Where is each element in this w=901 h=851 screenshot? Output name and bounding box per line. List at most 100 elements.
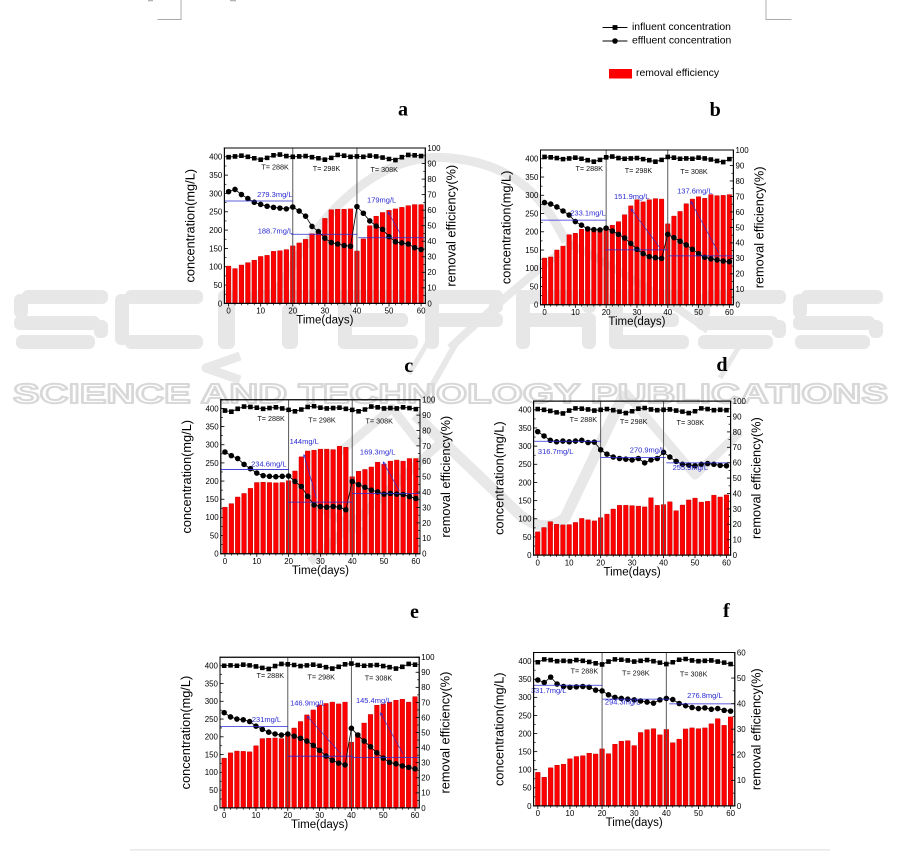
svg-text:144mg/L: 144mg/L xyxy=(290,437,319,446)
svg-text:Time(days): Time(days) xyxy=(608,316,665,328)
svg-text:70: 70 xyxy=(735,192,744,201)
svg-text:50: 50 xyxy=(210,531,219,540)
svg-text:279.3mg/L: 279.3mg/L xyxy=(257,190,292,199)
svg-text:50: 50 xyxy=(694,308,703,317)
svg-text:30: 30 xyxy=(316,557,325,566)
svg-text:10: 10 xyxy=(737,776,746,785)
svg-text:331.7mg/L: 331.7mg/L xyxy=(531,686,566,695)
svg-text:100: 100 xyxy=(422,396,436,405)
svg-text:effluent concentration: effluent concentration xyxy=(632,36,732,47)
svg-text:40: 40 xyxy=(348,557,357,566)
svg-text:250: 250 xyxy=(518,460,532,469)
svg-text:30: 30 xyxy=(733,505,742,514)
svg-text:80: 80 xyxy=(735,177,744,186)
svg-text:40: 40 xyxy=(737,700,746,709)
svg-text:concentration(mg/L): concentration(mg/L) xyxy=(178,676,193,790)
svg-text:concentration(mg/L): concentration(mg/L) xyxy=(499,171,514,285)
svg-text:250: 250 xyxy=(525,209,539,218)
svg-text:30: 30 xyxy=(630,809,639,818)
svg-text:0: 0 xyxy=(527,551,532,560)
svg-text:0: 0 xyxy=(427,299,432,308)
svg-text:30: 30 xyxy=(427,253,436,262)
svg-text:Time(days): Time(days) xyxy=(296,315,353,327)
svg-text:0: 0 xyxy=(733,551,738,560)
svg-text:300: 300 xyxy=(209,189,223,198)
svg-text:T= 298K: T= 298K xyxy=(308,416,336,425)
svg-text:60: 60 xyxy=(421,713,430,722)
svg-text:10: 10 xyxy=(735,285,744,294)
svg-text:137.6mg/L: 137.6mg/L xyxy=(677,187,712,196)
svg-text:100: 100 xyxy=(733,397,747,406)
svg-text:50: 50 xyxy=(733,474,742,483)
svg-text:70: 70 xyxy=(427,190,436,199)
svg-text:200: 200 xyxy=(205,733,219,742)
svg-text:20: 20 xyxy=(596,558,605,567)
svg-text:100: 100 xyxy=(209,263,223,272)
svg-text:removal efficiency(%): removal efficiency(%) xyxy=(752,167,767,289)
svg-text:50: 50 xyxy=(427,222,436,231)
svg-text:179mg/L: 179mg/L xyxy=(367,195,396,204)
svg-text:250: 250 xyxy=(206,459,220,468)
svg-text:f: f xyxy=(723,600,730,622)
svg-text:316.7mg/L: 316.7mg/L xyxy=(538,447,573,456)
svg-text:300: 300 xyxy=(518,442,532,451)
svg-text:400: 400 xyxy=(209,153,223,162)
svg-text:0: 0 xyxy=(214,804,219,813)
svg-text:T= 308K: T= 308K xyxy=(366,417,394,426)
svg-text:70: 70 xyxy=(733,443,742,452)
svg-text:400: 400 xyxy=(518,657,532,666)
svg-text:294.3mg/L: 294.3mg/L xyxy=(605,698,640,707)
svg-text:60: 60 xyxy=(726,809,735,818)
svg-text:70: 70 xyxy=(421,698,430,707)
svg-text:0: 0 xyxy=(214,550,219,559)
svg-text:T= 288K: T= 288K xyxy=(261,162,289,171)
svg-text:30: 30 xyxy=(315,811,324,820)
svg-text:T= 308K: T= 308K xyxy=(680,167,708,176)
svg-text:0: 0 xyxy=(422,550,427,559)
svg-text:250: 250 xyxy=(518,711,532,720)
svg-text:20: 20 xyxy=(427,268,436,277)
svg-text:T= 308K: T= 308K xyxy=(370,165,398,174)
svg-text:100: 100 xyxy=(205,768,219,777)
svg-text:20: 20 xyxy=(284,557,293,566)
svg-text:200: 200 xyxy=(518,478,532,487)
svg-text:0: 0 xyxy=(218,299,223,308)
svg-text:233.1mg/L: 233.1mg/L xyxy=(570,208,605,217)
svg-text:c: c xyxy=(404,355,413,377)
svg-text:270.9mg/L: 270.9mg/L xyxy=(630,445,665,454)
svg-text:0: 0 xyxy=(735,301,740,310)
svg-text:20: 20 xyxy=(598,809,607,818)
svg-text:100: 100 xyxy=(735,146,749,155)
svg-text:20: 20 xyxy=(421,774,430,783)
svg-text:80: 80 xyxy=(421,683,430,692)
svg-text:60: 60 xyxy=(733,459,742,468)
svg-text:40: 40 xyxy=(353,307,362,316)
svg-text:T= 298K: T= 298K xyxy=(307,673,335,682)
svg-text:T= 288K: T= 288K xyxy=(575,164,603,173)
svg-text:400: 400 xyxy=(525,155,539,164)
svg-text:60: 60 xyxy=(722,558,731,567)
svg-text:90: 90 xyxy=(421,668,430,677)
svg-text:0: 0 xyxy=(223,557,228,566)
svg-text:50: 50 xyxy=(421,728,430,737)
svg-text:234.6mg/L: 234.6mg/L xyxy=(251,459,286,468)
svg-text:0: 0 xyxy=(737,802,742,811)
svg-text:60: 60 xyxy=(725,308,734,317)
svg-text:40: 40 xyxy=(347,811,356,820)
svg-text:T= 288K: T= 288K xyxy=(257,414,285,423)
svg-text:50: 50 xyxy=(735,223,744,232)
svg-text:40: 40 xyxy=(735,239,744,248)
svg-text:80: 80 xyxy=(422,426,431,435)
svg-text:90: 90 xyxy=(427,159,436,168)
svg-text:350: 350 xyxy=(518,424,532,433)
svg-text:0: 0 xyxy=(536,558,541,567)
svg-text:90: 90 xyxy=(422,411,431,420)
svg-text:e: e xyxy=(410,601,419,623)
svg-text:Time(days): Time(days) xyxy=(291,819,348,831)
svg-text:removal efficiency: removal efficiency xyxy=(636,68,720,79)
svg-text:a: a xyxy=(398,98,408,120)
svg-text:350: 350 xyxy=(518,675,532,684)
svg-text:10: 10 xyxy=(733,536,742,545)
svg-text:0: 0 xyxy=(536,809,541,818)
svg-text:300: 300 xyxy=(525,191,539,200)
